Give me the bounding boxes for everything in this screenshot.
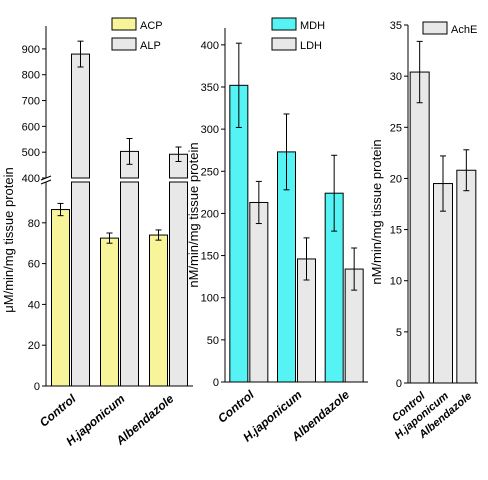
y-tick-label: 80 (28, 218, 40, 230)
legend-swatch (111, 37, 137, 51)
y-tick-label: 40 (28, 299, 40, 311)
y-tick-label: 0 (396, 378, 402, 390)
y-tick-label: 25 (390, 122, 402, 134)
legend-label: ALP (140, 40, 161, 52)
y-tick-label: 400 (201, 40, 219, 52)
y-tick-label: 800 (22, 70, 40, 82)
axis-break-mark (40, 179, 52, 185)
y-tick-label: 600 (22, 121, 40, 133)
y-tick-label: 0 (213, 377, 219, 389)
y-tick-label: 150 (201, 251, 219, 263)
x-tick-label: Control (37, 391, 79, 430)
y-axis-label: μM/min/mg tissue protein (1, 167, 16, 312)
y-tick-label: 0 (34, 381, 40, 393)
bar-alp-lower (169, 181, 188, 387)
y-tick-label: 100 (201, 293, 219, 305)
y-tick-label: 35 (390, 20, 402, 32)
y-tick-label: 250 (201, 166, 219, 178)
y-tick-label: 300 (201, 124, 219, 136)
legend-label: ACP (140, 20, 163, 32)
legend-label: AchE (451, 24, 477, 36)
y-tick-label: 50 (207, 335, 219, 347)
y-axis-label: nM/min/mg tissue protein (186, 142, 201, 287)
legend-label: MDH (300, 20, 325, 32)
y-tick-label: 15 (390, 225, 402, 237)
y-axis-label: nM/min/mg tissue protein (369, 139, 384, 284)
bar-ache (409, 71, 430, 384)
y-tick-label: 20 (390, 173, 402, 185)
bar-ache (456, 169, 477, 384)
x-tick-label: Control (215, 387, 257, 426)
bar-ldh (249, 201, 269, 383)
bar-mdh (229, 84, 249, 383)
legend-swatch (271, 37, 297, 51)
bar-alp-upper (71, 53, 90, 179)
y-tick-label: 30 (390, 71, 402, 83)
y-tick-label: 5 (396, 327, 402, 339)
y-tick-label: 700 (22, 96, 40, 108)
bar-alp-lower (71, 181, 90, 387)
legend-swatch (422, 21, 448, 35)
y-tick-label: 900 (22, 44, 40, 56)
y-tick-label: 500 (22, 147, 40, 159)
y-tick-label: 200 (201, 208, 219, 220)
y-tick-label: 20 (28, 340, 40, 352)
y-tick-label: 400 (22, 173, 40, 185)
bar-acp (149, 234, 168, 387)
legend-swatch (111, 17, 137, 31)
bar-ache (433, 183, 453, 384)
legend-label: LDH (300, 40, 322, 52)
bar-alp-lower (120, 181, 139, 387)
y-tick-label: 350 (201, 82, 219, 94)
legend-swatch (271, 17, 297, 31)
y-tick-label: 10 (390, 276, 402, 288)
bar-acp (51, 209, 70, 387)
bar-acp (100, 237, 119, 387)
y-tick-label: 60 (28, 259, 40, 271)
